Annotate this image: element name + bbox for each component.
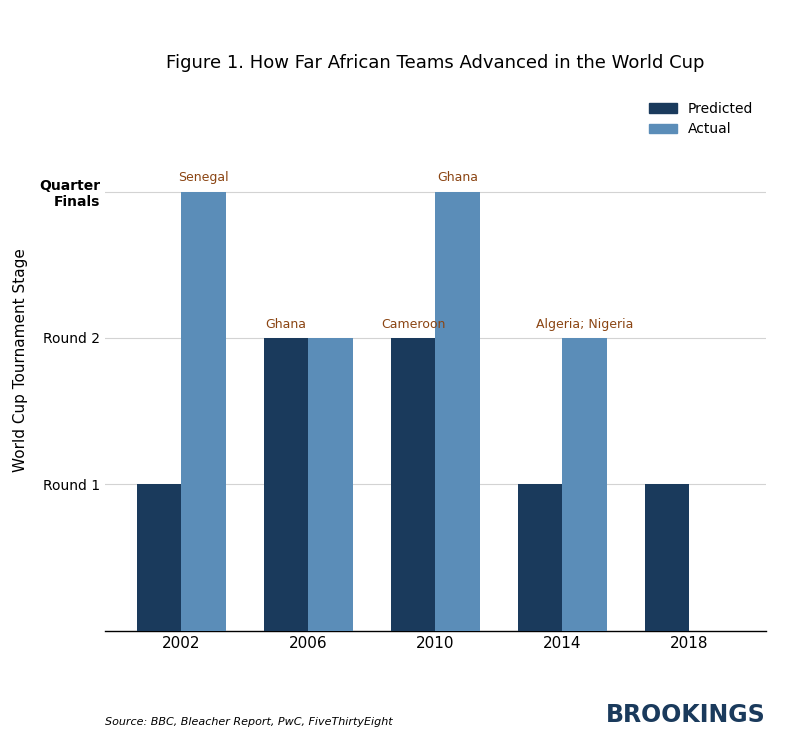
Text: Ghana: Ghana (265, 318, 306, 331)
Text: Cameroon: Cameroon (380, 318, 445, 331)
Bar (645, 485, 689, 631)
Text: Algeria; Nigeria: Algeria; Nigeria (536, 318, 634, 331)
Text: Ghana: Ghana (437, 171, 478, 184)
Bar (391, 338, 435, 631)
Legend: Predicted, Actual: Predicted, Actual (643, 96, 758, 142)
Text: Source: BBC, Bleacher Report, PwC, FiveThirtyEight: Source: BBC, Bleacher Report, PwC, FiveT… (105, 718, 393, 727)
Text: Senegal: Senegal (178, 171, 229, 184)
Bar (181, 191, 226, 631)
Bar (136, 485, 181, 631)
Bar (435, 191, 480, 631)
Bar (518, 485, 563, 631)
Bar (563, 338, 607, 631)
Bar (308, 338, 353, 631)
Title: Figure 1. How Far African Teams Advanced in the World Cup: Figure 1. How Far African Teams Advanced… (166, 54, 704, 72)
Text: BROOKINGS: BROOKINGS (606, 703, 766, 727)
Y-axis label: World Cup Tournament Stage: World Cup Tournament Stage (13, 248, 27, 472)
Bar (264, 338, 308, 631)
